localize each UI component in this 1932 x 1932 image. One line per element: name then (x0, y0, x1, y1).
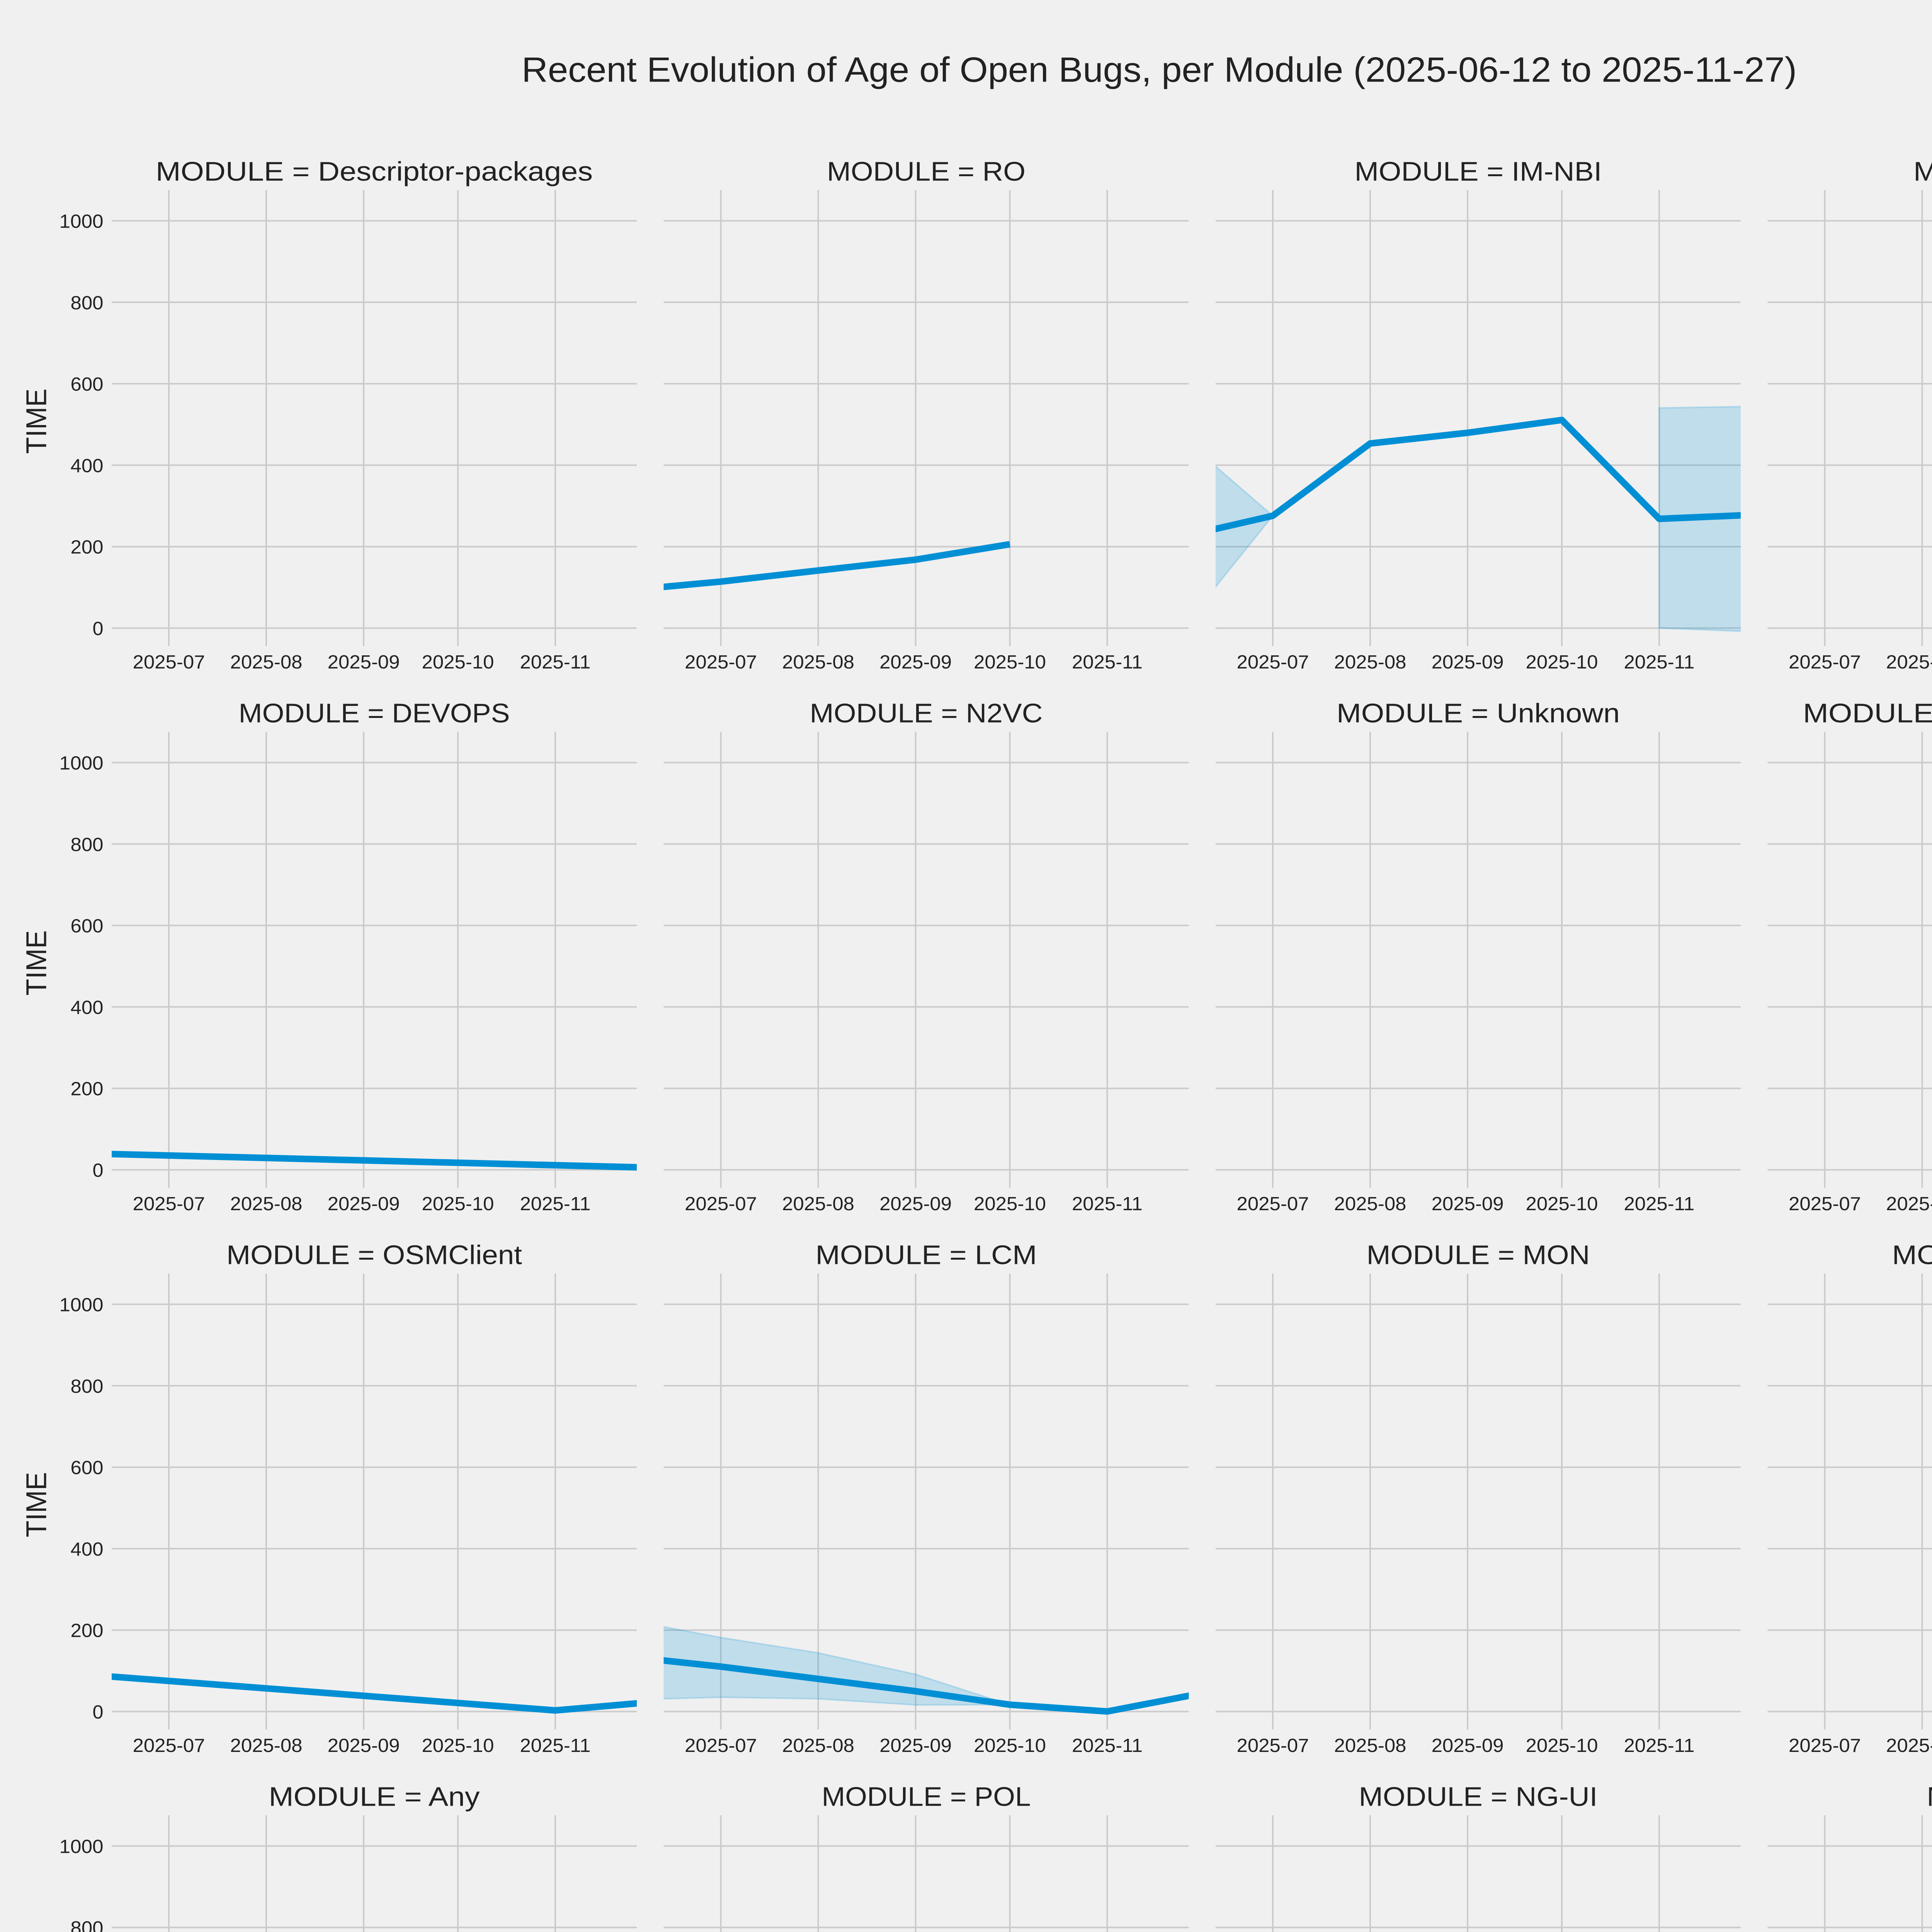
svg-text:400: 400 (71, 1539, 104, 1560)
svg-text:MODULE = N2VC: MODULE = N2VC (810, 698, 1043, 728)
svg-text:2025-08: 2025-08 (1886, 652, 1932, 673)
svg-text:1000: 1000 (60, 753, 104, 774)
svg-text:2025-09: 2025-09 (328, 1735, 400, 1756)
svg-text:600: 600 (71, 374, 104, 395)
svg-text:MODULE = common: MODULE = common (1892, 1240, 1932, 1270)
svg-text:MODULE = Other: MODULE = Other (1913, 156, 1932, 187)
svg-text:2025-09: 2025-09 (328, 1194, 400, 1214)
svg-text:2025-09: 2025-09 (1432, 1735, 1504, 1756)
svg-text:2025-08: 2025-08 (230, 1735, 303, 1756)
svg-text:MODULE = NG-UI: MODULE = NG-UI (1359, 1782, 1598, 1812)
svg-text:2025-11: 2025-11 (1624, 1194, 1695, 1214)
svg-text:2025-07: 2025-07 (133, 1194, 205, 1214)
svg-text:2025-07: 2025-07 (685, 1194, 757, 1214)
svg-text:2025-09: 2025-09 (1432, 652, 1504, 673)
svg-text:2025-08: 2025-08 (230, 1194, 303, 1214)
svg-text:2025-07: 2025-07 (685, 1735, 757, 1756)
svg-text:800: 800 (71, 293, 104, 313)
svg-text:TIME: TIME (20, 389, 53, 454)
svg-text:200: 200 (71, 1621, 104, 1641)
svg-text:2025-08: 2025-08 (1334, 1194, 1406, 1214)
svg-text:2025-07: 2025-07 (133, 652, 205, 673)
svg-text:2025-10: 2025-10 (422, 652, 494, 673)
svg-text:2025-08: 2025-08 (1886, 1194, 1932, 1214)
svg-text:2025-08: 2025-08 (1886, 1735, 1932, 1756)
svg-text:2025-11: 2025-11 (1624, 652, 1695, 673)
svg-text:800: 800 (71, 834, 104, 855)
svg-text:MODULE = PLA: MODULE = PLA (1927, 1782, 1932, 1812)
svg-text:2025-07: 2025-07 (1237, 652, 1309, 673)
svg-text:200: 200 (71, 1079, 104, 1100)
svg-text:2025-09: 2025-09 (879, 652, 952, 673)
svg-text:800: 800 (71, 1376, 104, 1397)
svg-text:2025-10: 2025-10 (974, 1194, 1046, 1214)
svg-text:MODULE = OSMClient: MODULE = OSMClient (226, 1240, 522, 1270)
svg-text:2025-08: 2025-08 (1334, 652, 1406, 673)
svg-text:2025-08: 2025-08 (230, 652, 303, 673)
svg-text:400: 400 (71, 997, 104, 1018)
svg-text:2025-10: 2025-10 (974, 1735, 1046, 1756)
svg-text:MODULE = RO: MODULE = RO (827, 156, 1026, 187)
svg-text:2025-09: 2025-09 (328, 652, 400, 673)
svg-text:2025-08: 2025-08 (782, 1735, 854, 1756)
svg-text:MODULE = Unknown: MODULE = Unknown (1337, 698, 1620, 728)
svg-text:2025-11: 2025-11 (1072, 1735, 1143, 1756)
svg-text:MODULE = POL: MODULE = POL (822, 1782, 1031, 1812)
svg-text:MODULE = Documentation / Wiki: MODULE = Documentation / Wiki (1803, 698, 1932, 728)
svg-text:1000: 1000 (60, 1295, 104, 1316)
svg-text:2025-10: 2025-10 (1526, 652, 1598, 673)
svg-text:2025-07: 2025-07 (133, 1735, 205, 1756)
svg-text:800: 800 (71, 1918, 104, 1932)
svg-text:1000: 1000 (60, 1837, 104, 1857)
svg-text:2025-08: 2025-08 (782, 1194, 854, 1214)
svg-text:MODULE = Any: MODULE = Any (269, 1782, 480, 1812)
svg-text:600: 600 (71, 1458, 104, 1478)
svg-text:2025-09: 2025-09 (879, 1194, 952, 1214)
svg-text:2025-10: 2025-10 (1526, 1194, 1598, 1214)
svg-text:2025-07: 2025-07 (1237, 1735, 1309, 1756)
svg-text:2025-10: 2025-10 (974, 652, 1046, 673)
svg-text:2025-10: 2025-10 (422, 1735, 494, 1756)
svg-text:2025-11: 2025-11 (1072, 652, 1143, 673)
svg-text:2025-07: 2025-07 (1789, 652, 1861, 673)
svg-text:2025-11: 2025-11 (1072, 1194, 1143, 1214)
svg-text:200: 200 (71, 537, 104, 558)
svg-text:2025-10: 2025-10 (422, 1194, 494, 1214)
svg-text:2025-10: 2025-10 (1526, 1735, 1598, 1756)
svg-text:TIME: TIME (20, 930, 53, 996)
svg-text:2025-09: 2025-09 (1432, 1194, 1504, 1214)
svg-text:0: 0 (93, 1160, 104, 1181)
svg-text:2025-11: 2025-11 (520, 1194, 591, 1214)
svg-text:MODULE = MON: MODULE = MON (1367, 1240, 1590, 1270)
svg-text:600: 600 (71, 916, 104, 937)
svg-text:MODULE = Descriptor-packages: MODULE = Descriptor-packages (156, 156, 593, 187)
svg-text:MODULE = LCM: MODULE = LCM (816, 1240, 1037, 1270)
svg-text:0: 0 (93, 619, 104, 639)
svg-text:Recent Evolution of Age of Ope: Recent Evolution of Age of Open Bugs, pe… (522, 50, 1797, 89)
svg-text:2025-11: 2025-11 (520, 1735, 591, 1756)
svg-text:2025-07: 2025-07 (1237, 1194, 1309, 1214)
svg-text:MODULE = DEVOPS: MODULE = DEVOPS (239, 698, 510, 728)
svg-text:2025-09: 2025-09 (879, 1735, 952, 1756)
svg-text:0: 0 (93, 1702, 104, 1723)
svg-text:2025-07: 2025-07 (1789, 1735, 1861, 1756)
svg-text:400: 400 (71, 456, 104, 476)
svg-text:2025-08: 2025-08 (1334, 1735, 1406, 1756)
svg-text:MODULE = IM-NBI: MODULE = IM-NBI (1355, 156, 1602, 187)
svg-text:2025-07: 2025-07 (685, 652, 757, 673)
svg-text:2025-08: 2025-08 (782, 652, 854, 673)
svg-text:TIME: TIME (20, 1472, 53, 1537)
svg-text:1000: 1000 (60, 211, 104, 232)
svg-text:2025-11: 2025-11 (1624, 1735, 1695, 1756)
svg-text:2025-07: 2025-07 (1789, 1194, 1861, 1214)
svg-text:2025-11: 2025-11 (520, 652, 591, 673)
